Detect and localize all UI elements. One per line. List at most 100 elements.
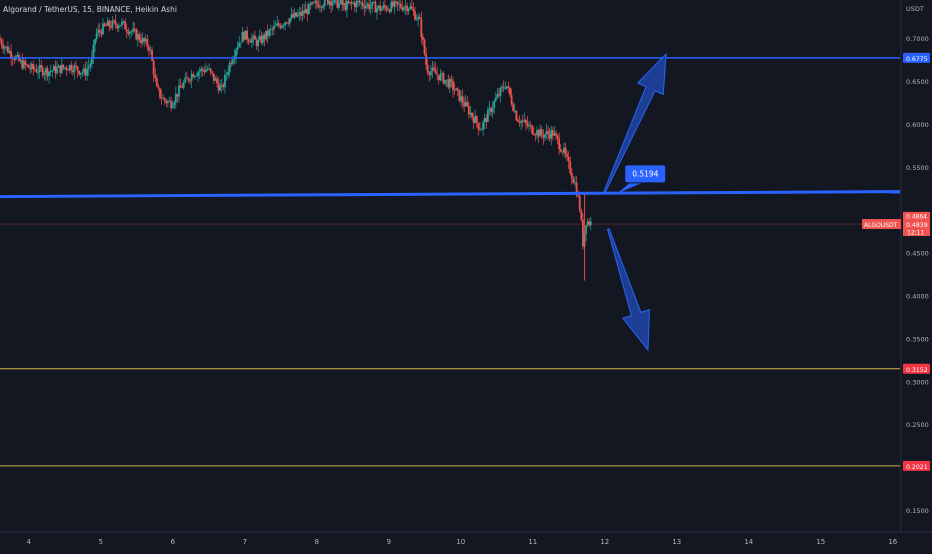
candle-body	[102, 23, 104, 35]
candle-body	[75, 65, 77, 67]
candle-body	[466, 101, 469, 107]
candle-body	[192, 73, 195, 78]
candle-body	[7, 46, 9, 53]
time-tick-label: 13	[672, 538, 681, 546]
previous-close-label-bg	[903, 211, 930, 221]
candle-body	[105, 25, 108, 27]
candle-body	[73, 65, 76, 73]
candle-body	[52, 65, 55, 71]
candle-body	[79, 73, 82, 75]
candle-body	[338, 3, 340, 8]
candle-body	[448, 79, 451, 88]
candle-body	[498, 94, 500, 96]
candle-body	[149, 49, 152, 51]
candle-body	[521, 120, 524, 122]
candle-body	[458, 89, 461, 101]
candle-body	[536, 130, 538, 136]
time-tick-label: 14	[744, 538, 753, 546]
candle-body	[287, 22, 290, 24]
candle-body	[589, 221, 592, 226]
candle-body	[545, 131, 548, 135]
candle-body	[35, 69, 38, 73]
candle-body	[76, 66, 79, 71]
candle-body	[398, 4, 401, 5]
candle-body	[331, 2, 334, 6]
candle-body	[288, 18, 291, 24]
candle-body	[480, 129, 483, 131]
time-tick-label: 15	[816, 538, 825, 546]
callout-box[interactable]	[625, 165, 666, 183]
candle-body	[569, 161, 572, 174]
candle-body	[83, 68, 85, 73]
candle-body	[393, 0, 396, 7]
candle-body	[414, 11, 416, 20]
price-axis[interactable]	[901, 0, 932, 532]
candle-body	[585, 225, 587, 234]
candle-body	[306, 8, 309, 15]
candle-body	[26, 64, 28, 66]
candle-body	[200, 68, 203, 72]
current-price-label-bg	[903, 219, 930, 237]
candle-body	[518, 121, 521, 123]
candle-body	[84, 68, 87, 76]
candle-body	[404, 5, 407, 8]
candle-body	[135, 29, 138, 40]
candle-body	[281, 25, 283, 28]
candle-body	[330, 1, 332, 6]
time-axis[interactable]	[0, 532, 932, 550]
arrow-up[interactable]	[603, 52, 667, 193]
candle-body	[311, 2, 313, 5]
candle-body	[89, 64, 92, 67]
candle-body	[45, 68, 47, 74]
candle-body	[92, 44, 95, 58]
candle-body	[155, 78, 158, 87]
candle-body	[151, 49, 153, 61]
candle-body	[296, 14, 299, 17]
callout-text: 0.5194	[632, 169, 658, 178]
candle-body	[567, 156, 570, 162]
price-tick-label: 0.4000	[906, 293, 929, 301]
candle-body	[547, 131, 549, 134]
candle-body	[187, 78, 190, 81]
candle-body	[415, 19, 418, 21]
candle-body	[336, 0, 339, 8]
candle-body	[176, 93, 179, 97]
candle-body	[174, 93, 177, 103]
candle-body	[360, 2, 363, 4]
support-resistance-line[interactable]	[0, 190, 901, 199]
candle-body	[314, 0, 317, 3]
candle-body	[372, 1, 375, 3]
candle-body	[258, 36, 261, 40]
candle-body	[361, 2, 364, 6]
candle-body	[257, 39, 260, 47]
candle-body	[189, 80, 191, 82]
candle-body	[488, 108, 491, 110]
candle-body	[122, 21, 125, 22]
current-price-label: 0.4839	[906, 222, 928, 229]
arrow-down[interactable]	[606, 228, 651, 352]
candle-body	[86, 68, 89, 76]
candle-body	[357, 0, 359, 2]
candle-body	[295, 12, 298, 17]
candle-body	[182, 82, 185, 88]
candle-body	[19, 60, 22, 62]
candle-body	[572, 178, 575, 184]
candle-body	[78, 70, 81, 75]
candle-body	[491, 107, 494, 113]
candle-body	[238, 42, 241, 48]
candle-body	[477, 123, 480, 130]
price-line-labels: 0.6775 0.3152 0.2021 0.4864 ALGOUSDT 0.483912…	[617, 52, 930, 471]
candle-body	[502, 86, 505, 89]
candle-body	[247, 39, 250, 42]
price-tick-label: 0.4500	[906, 250, 929, 258]
candle-body	[309, 3, 312, 5]
candle-body	[529, 124, 532, 126]
candle-body	[382, 5, 385, 9]
candle-body	[250, 38, 253, 43]
candle-body	[406, 5, 408, 12]
candle-body	[342, 3, 345, 6]
candle-body	[347, 0, 350, 4]
candle-body	[71, 70, 74, 73]
